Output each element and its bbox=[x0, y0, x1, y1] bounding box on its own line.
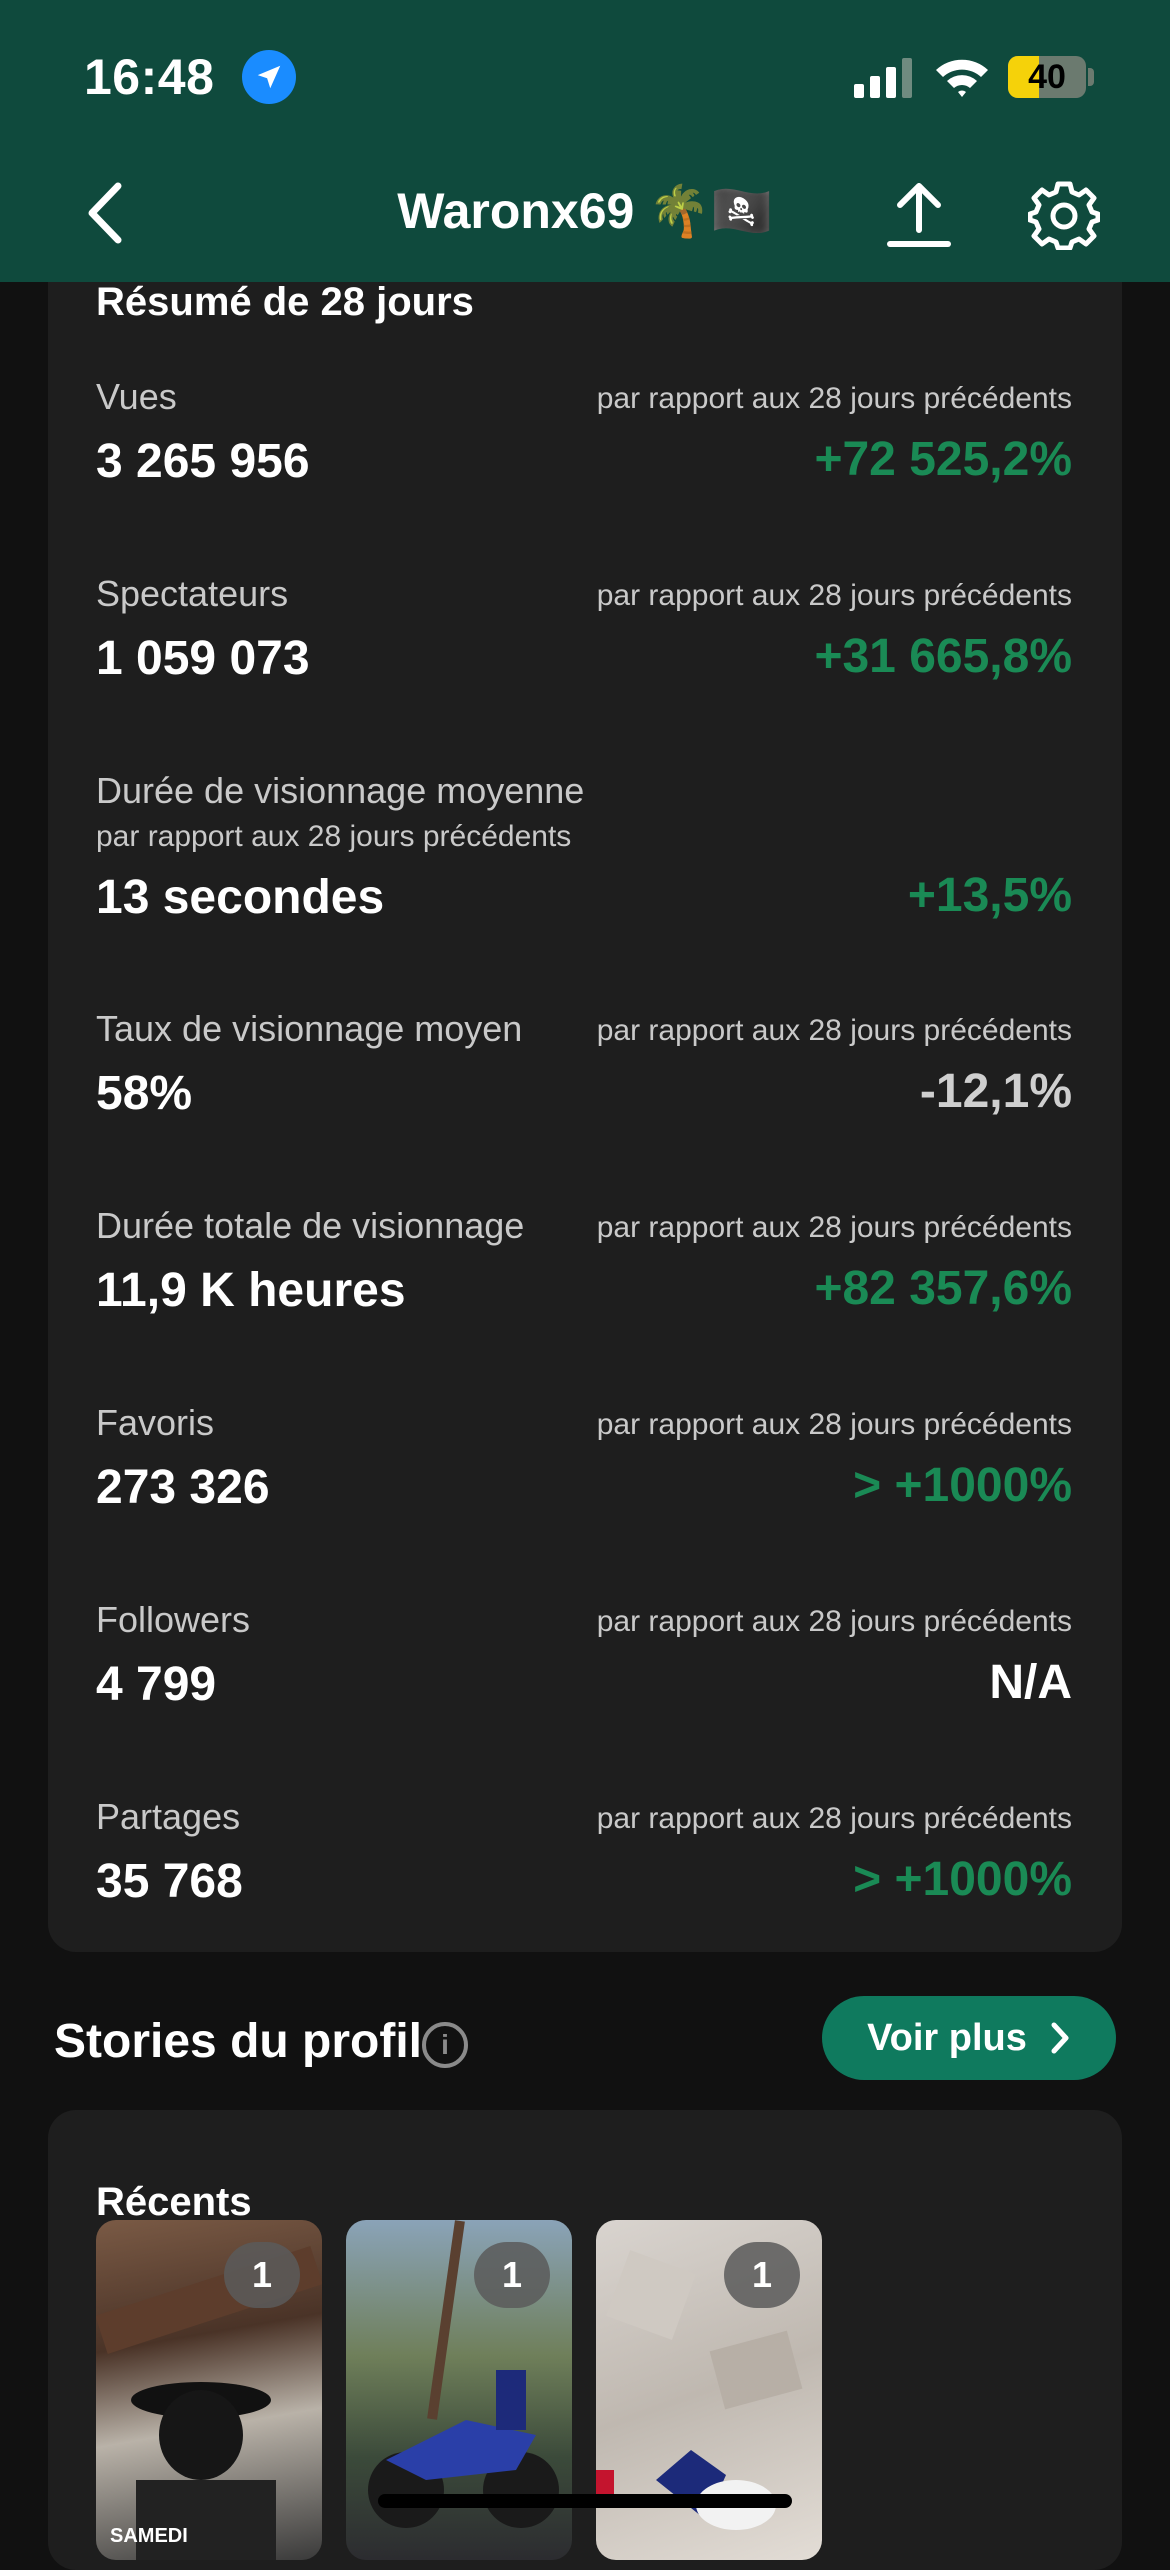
battery-fill bbox=[1008, 56, 1040, 98]
metric-label: Vues bbox=[96, 376, 177, 417]
metric-value: 11,9 K heures bbox=[96, 1264, 406, 1317]
metric-value: 13 secondes bbox=[96, 871, 385, 924]
status-time: 16:48 bbox=[84, 49, 215, 105]
metric-compare-text: par rapport aux 28 jours précédents bbox=[96, 820, 572, 853]
story-thumbnail[interactable]: 1 SAMEDI bbox=[96, 2220, 322, 2560]
metric-label: Durée totale de visionnage bbox=[96, 1205, 525, 1246]
metric-label: Partages bbox=[96, 1796, 241, 1837]
metric-compare-text: par rapport aux 28 jours précédents bbox=[596, 579, 1072, 612]
metric-label: Spectateurs bbox=[96, 573, 289, 614]
story-thumbnail[interactable]: 1 bbox=[596, 2220, 822, 2560]
story-caption: SAMEDI bbox=[110, 2525, 188, 2547]
metric-change: +13,5% bbox=[907, 869, 1072, 922]
metric-value: 4 799 bbox=[96, 1658, 217, 1711]
app-header: 16:48 40 Waronx69 🌴🏴‍☠️ bbox=[0, 0, 1170, 282]
metric-value: 35 768 bbox=[96, 1855, 243, 1908]
info-icon[interactable]: i bbox=[422, 2022, 468, 2068]
metric-label: Favoris bbox=[96, 1402, 215, 1443]
recents-title: Récents bbox=[96, 2180, 252, 2224]
metric-compare-text: par rapport aux 28 jours précédents bbox=[596, 382, 1072, 415]
summary-title: Résumé de 28 jours bbox=[96, 280, 474, 324]
metric-label: Followers bbox=[96, 1599, 251, 1640]
cellular-signal-icon bbox=[854, 58, 912, 98]
metric-followers: Followers par rapport aux 28 jours précé… bbox=[48, 1599, 1122, 1759]
metric-change: +31 665,8% bbox=[814, 630, 1072, 683]
metric-value: 273 326 bbox=[96, 1461, 270, 1514]
story-photo bbox=[368, 2220, 559, 2528]
metric-avg-view-rate: Taux de visionnage moyen par rapport aux… bbox=[48, 1008, 1122, 1168]
metric-change: +82 357,6% bbox=[814, 1262, 1072, 1315]
profile-title: Waronx69 🌴🏴‍☠️ bbox=[397, 183, 773, 239]
metric-views: Vues par rapport aux 28 jours précédents… bbox=[48, 376, 1122, 536]
stories-section-title: Stories du profil bbox=[54, 2015, 423, 2068]
wifi-icon bbox=[936, 59, 988, 97]
metric-value: 58% bbox=[96, 1067, 193, 1120]
battery-tip bbox=[1088, 68, 1094, 86]
voir-plus-label: Voir plus bbox=[867, 2016, 1027, 2059]
metric-compare-text: par rapport aux 28 jours précédents bbox=[596, 1802, 1072, 1835]
summary-card: Résumé de 28 jours Vues par rapport aux … bbox=[48, 200, 1122, 1952]
metric-shares: Partages par rapport aux 28 jours précéd… bbox=[48, 1796, 1122, 1956]
back-chevron-icon[interactable] bbox=[78, 180, 134, 246]
metric-change: N/A bbox=[989, 1656, 1072, 1709]
home-indicator bbox=[378, 2494, 792, 2508]
metric-total-watch-time: Durée totale de visionnage par rapport a… bbox=[48, 1205, 1122, 1365]
story-count-badge: 1 bbox=[224, 2242, 300, 2308]
metric-compare-text: par rapport aux 28 jours précédents bbox=[596, 1211, 1072, 1244]
story-count-badge: 1 bbox=[474, 2242, 550, 2308]
metric-compare-text: par rapport aux 28 jours précédents bbox=[596, 1605, 1072, 1638]
chevron-right-icon bbox=[1051, 2022, 1069, 2054]
metric-avg-watch-time: Durée de visionnage moyenne par rapport … bbox=[48, 770, 1122, 960]
voir-plus-button[interactable]: Voir plus bbox=[822, 1996, 1116, 2080]
battery-level-text: 40 bbox=[1028, 58, 1066, 96]
metric-compare-text: par rapport aux 28 jours précédents bbox=[596, 1014, 1072, 1047]
metric-value: 1 059 073 bbox=[96, 632, 310, 685]
metric-change: > +1000% bbox=[853, 1459, 1072, 1512]
story-count-badge: 1 bbox=[724, 2242, 800, 2308]
metric-viewers: Spectateurs par rapport aux 28 jours pré… bbox=[48, 573, 1122, 733]
settings-gear-icon[interactable] bbox=[1028, 178, 1100, 250]
metric-favorites: Favoris par rapport aux 28 jours précéde… bbox=[48, 1402, 1122, 1562]
story-photo bbox=[96, 2246, 322, 2560]
metric-change: > +1000% bbox=[853, 1853, 1072, 1906]
metric-label: Durée de visionnage moyenne bbox=[96, 770, 585, 811]
metric-change: -12,1% bbox=[919, 1065, 1072, 1118]
metric-label: Taux de visionnage moyen bbox=[96, 1008, 523, 1049]
story-thumbnail[interactable]: 1 bbox=[346, 2220, 572, 2560]
metric-change: +72 525,2% bbox=[814, 433, 1072, 486]
metric-compare-text: par rapport aux 28 jours précédents bbox=[596, 1408, 1072, 1441]
metric-value: 3 265 956 bbox=[96, 435, 310, 488]
location-arrow-icon bbox=[242, 50, 296, 104]
share-upload-icon[interactable] bbox=[884, 178, 954, 250]
battery-indicator: 40 bbox=[1008, 56, 1086, 98]
